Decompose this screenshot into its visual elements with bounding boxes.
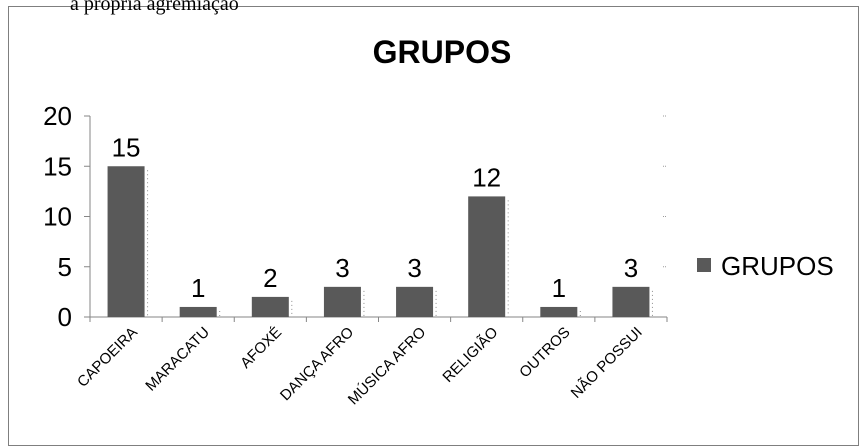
y-tick-label: 5	[58, 252, 72, 282]
category-label: AFOXÉ	[237, 324, 285, 372]
category-label: NÃO POSSUI	[568, 324, 646, 402]
bar-afoxé	[251, 296, 289, 317]
bar-maracatu	[179, 306, 217, 317]
category-label: DANÇA AFRO	[277, 324, 357, 404]
chart-title: GRUPOS	[373, 34, 512, 70]
y-tick-label: 0	[58, 302, 72, 332]
bar-dança-afro	[323, 286, 361, 317]
data-label: 3	[335, 253, 349, 283]
bar-música-afro	[396, 286, 434, 317]
data-label: 15	[112, 132, 141, 162]
y-axis: 0 5 10 15 20	[43, 101, 667, 332]
data-label: 12	[472, 162, 501, 192]
category-label: MÚSICA AFRO	[345, 324, 430, 409]
x-axis	[89, 316, 668, 322]
chart-frame	[8, 6, 859, 446]
data-label: 1	[552, 273, 566, 303]
y-tick-label: 20	[43, 101, 72, 131]
category-label: RELIGIÃO	[439, 324, 501, 386]
y-tick-label: 10	[43, 202, 72, 232]
bar-outros	[540, 306, 578, 317]
bar-não-possui	[612, 286, 650, 317]
data-label: 2	[263, 263, 277, 293]
page-top-text: a própria agremiação	[70, 0, 239, 15]
category-label: OUTROS	[516, 324, 573, 381]
data-label: 3	[407, 253, 421, 283]
y-tick-label: 15	[43, 151, 72, 181]
bar-religião	[468, 196, 506, 317]
bars-group	[107, 166, 653, 317]
legend-swatch	[697, 258, 711, 272]
category-label: MARACATU	[142, 324, 213, 395]
data-label: 3	[624, 253, 638, 283]
legend-label: GRUPOS	[721, 251, 834, 281]
category-label: CAPOEIRA	[74, 324, 141, 391]
data-label: 1	[191, 273, 205, 303]
legend: GRUPOS	[697, 251, 834, 281]
bar-capoeira	[107, 166, 145, 317]
